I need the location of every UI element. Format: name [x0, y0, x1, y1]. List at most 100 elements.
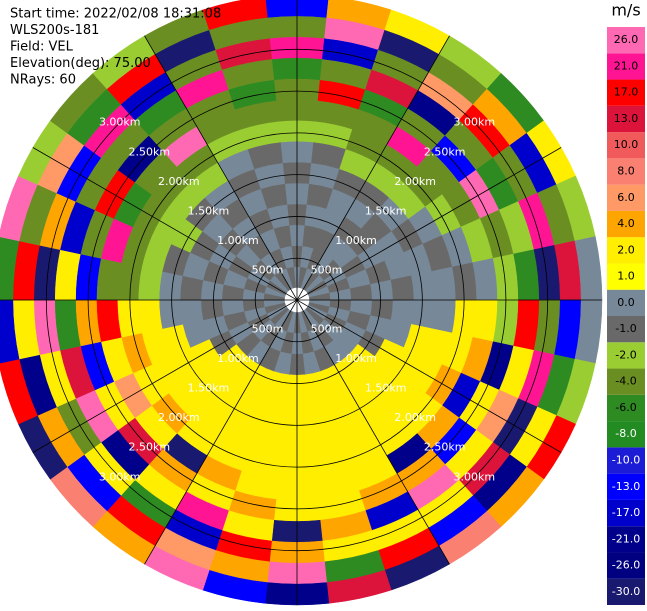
velocity-cell	[411, 299, 436, 329]
range-label: 500m	[252, 323, 284, 336]
range-ring	[129, 132, 465, 468]
colorbar-bin	[607, 421, 645, 448]
velocity-cell	[179, 299, 204, 325]
colorbar-label: -13.0	[612, 480, 640, 493]
colorbar-label: 6.0	[617, 191, 635, 204]
colorbar-label: 2.0	[617, 243, 635, 256]
range-label: 1.50km	[188, 204, 230, 217]
velocity-cell	[411, 271, 436, 301]
colorbar-label: -2.0	[615, 348, 636, 361]
range-ring	[45, 48, 549, 552]
velocity-cell	[452, 262, 477, 301]
colorbar-bin	[607, 105, 645, 133]
range-ring	[87, 90, 507, 510]
range-label: 3.00km	[99, 470, 141, 483]
colorbar-label: -8.0	[615, 427, 636, 440]
colorbar-bin	[607, 27, 645, 54]
range-ring	[254, 257, 340, 343]
range-label: 2.50km	[424, 145, 466, 158]
colorbar-title: m/s	[611, 1, 640, 20]
velocity-cell	[117, 299, 142, 338]
colorbar-label: 10.0	[614, 138, 639, 151]
velocity-cell	[158, 299, 183, 329]
colorbar-bin	[607, 316, 645, 343]
colorbar-label: 17.0	[614, 86, 639, 99]
colorbar-label: 26.0	[614, 33, 639, 46]
colorbar-bin	[607, 473, 645, 500]
velocity-cell	[117, 262, 142, 301]
colorbar-bin	[607, 132, 645, 159]
colorbar-bin	[607, 342, 645, 369]
range-label: 500m	[311, 323, 343, 336]
range-rings: 500m 500m 500m 500m 1.00km 1.00km 1.00km 1.00km…	[0, 0, 602, 605]
velocity-cell	[202, 0, 268, 31]
colorbar-bin	[607, 53, 645, 80]
range-label: 3.00km	[453, 470, 495, 483]
info-line: Elevation(deg): 75.00	[10, 56, 151, 71]
range-label: 2.00km	[394, 411, 436, 424]
velocity-cell	[431, 299, 457, 334]
range-label: 500m	[252, 263, 284, 276]
range-label: 1.50km	[365, 204, 407, 217]
velocity-cell	[431, 266, 457, 301]
colorbar-bin	[607, 368, 645, 395]
range-label: 2.00km	[158, 411, 200, 424]
colorbar-bin	[607, 499, 645, 527]
info-line: Start time: 2022/02/08 18:31:08	[10, 7, 221, 22]
range-label: 3.00km	[453, 116, 495, 129]
colorbar-bin	[607, 263, 645, 290]
colorbar-bin	[607, 552, 645, 579]
colorbar-label: -6.0	[615, 401, 636, 414]
colorbar-label: -4.0	[615, 375, 636, 388]
colorbar-bin	[607, 394, 645, 422]
colorbar-bin	[607, 237, 645, 264]
colorbar-label: -1.0	[615, 322, 636, 335]
range-label: 2.50km	[128, 145, 170, 158]
range-label: 1.00km	[335, 234, 377, 247]
velocity-cell	[0, 299, 20, 364]
range-label: 2.50km	[128, 441, 170, 454]
range-label: 500m	[311, 263, 343, 276]
velocity-cell	[0, 236, 20, 301]
spoke	[144, 35, 450, 565]
info-line: Field: VEL	[10, 40, 74, 55]
info-line: NRays: 60	[10, 73, 76, 88]
velocity-cell	[137, 299, 163, 334]
colorbar-bin	[607, 184, 645, 211]
colorbar-label: -26.0	[612, 559, 640, 572]
velocity-cell	[472, 258, 498, 301]
colorbar-bin	[607, 79, 645, 106]
velocity-cell	[137, 266, 163, 301]
range-label: 1.50km	[365, 382, 407, 395]
colorbar-bin	[607, 158, 645, 185]
colorbar-label: -17.0	[612, 506, 640, 519]
range-label: 1.50km	[188, 382, 230, 395]
colorbar-label: -10.0	[612, 454, 640, 467]
colorbar-label: 4.0	[617, 217, 635, 230]
range-label: 2.50km	[424, 441, 466, 454]
range-label: 2.00km	[394, 175, 436, 188]
range-ring	[213, 216, 381, 384]
colorbar-label: 21.0	[614, 59, 639, 72]
velocity-cell	[472, 299, 498, 342]
colorbar: m/s -30.0 -26.0 -21.0 -17.0 -13.0 -10.0 -8.0 -6.…	[607, 1, 645, 605]
velocity-cell	[452, 299, 477, 338]
colorbar-label: 13.0	[614, 112, 639, 125]
velocity-cell	[96, 299, 122, 342]
colorbar-bin	[607, 578, 645, 605]
range-label: 2.00km	[158, 175, 200, 188]
velocity-cell	[390, 275, 415, 301]
range-label: 3.00km	[99, 116, 141, 129]
colorbar-label: -21.0	[612, 532, 640, 545]
colorbar-bin	[607, 289, 645, 316]
range-label: 1.00km	[217, 234, 259, 247]
info-block: Start time: 2022/02/08 18:31:08WLS200s-1…	[10, 7, 221, 88]
info-line: WLS200s-181	[10, 23, 99, 38]
range-label: 1.00km	[217, 352, 259, 365]
colorbar-label: 1.0	[617, 270, 635, 283]
colorbar-label: 0.0	[617, 296, 635, 309]
colorbar-label: 8.0	[617, 165, 635, 178]
colorbar-bin	[607, 447, 645, 474]
velocity-cell	[158, 271, 183, 301]
